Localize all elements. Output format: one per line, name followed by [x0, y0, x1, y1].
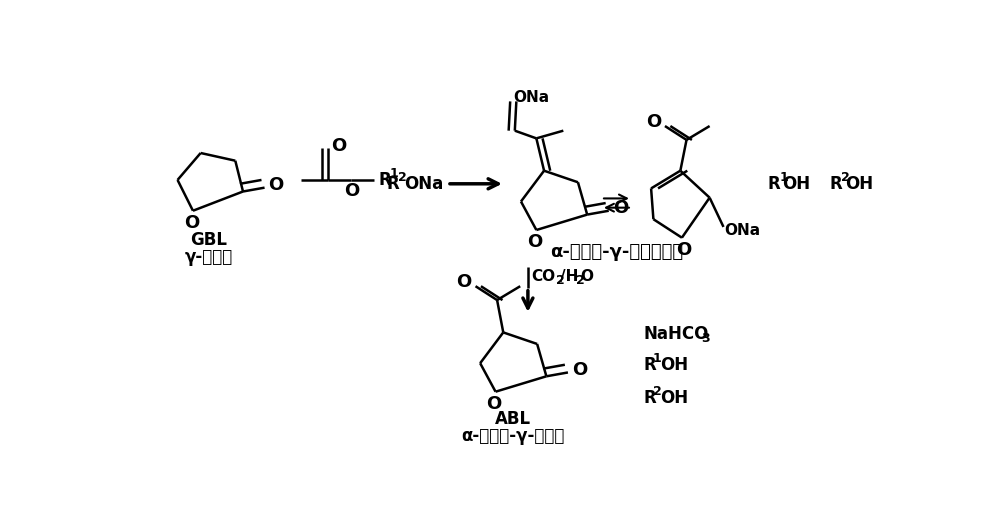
- Text: R: R: [643, 389, 656, 407]
- Text: R: R: [387, 175, 400, 193]
- Text: 2: 2: [556, 274, 564, 287]
- Text: 3: 3: [701, 332, 710, 345]
- Text: OH: OH: [782, 175, 810, 193]
- Text: ONa: ONa: [404, 175, 444, 193]
- Text: O: O: [572, 361, 587, 379]
- Text: O: O: [646, 113, 661, 131]
- Text: 2: 2: [576, 274, 584, 287]
- Text: R: R: [643, 356, 656, 374]
- Text: γ-丁内酯: γ-丁内酯: [184, 248, 232, 266]
- Text: R: R: [768, 175, 781, 193]
- Text: O: O: [486, 395, 502, 413]
- Text: O: O: [184, 214, 199, 232]
- Text: NaHCO: NaHCO: [643, 325, 709, 343]
- Text: O: O: [580, 269, 593, 284]
- Text: O: O: [268, 176, 284, 194]
- Text: O: O: [344, 182, 359, 200]
- Text: 1: 1: [653, 352, 661, 365]
- Text: 2: 2: [653, 385, 661, 398]
- Text: ONa: ONa: [514, 90, 550, 105]
- Text: α-乙酰基-γ-丁内酯: α-乙酰基-γ-丁内酯: [461, 427, 564, 445]
- Text: ONa: ONa: [725, 223, 761, 238]
- Text: O: O: [456, 273, 472, 291]
- Text: O: O: [331, 137, 346, 155]
- Text: O: O: [613, 199, 628, 218]
- Text: 2: 2: [398, 171, 407, 184]
- Text: α-乙酰基-γ-丁内酯钠盐: α-乙酰基-γ-丁内酯钠盐: [550, 242, 683, 261]
- Text: OH: OH: [660, 356, 688, 374]
- Text: /H: /H: [560, 269, 579, 284]
- Text: 1: 1: [390, 167, 398, 180]
- Text: 1: 1: [779, 171, 788, 184]
- Text: O: O: [527, 233, 542, 251]
- Text: ABL: ABL: [494, 411, 531, 428]
- Text: R: R: [830, 175, 842, 193]
- Text: OH: OH: [660, 389, 688, 407]
- Text: OH: OH: [845, 175, 873, 193]
- Text: CO: CO: [532, 269, 556, 284]
- Text: 2: 2: [841, 171, 850, 184]
- Text: GBL: GBL: [190, 231, 227, 249]
- Text: R: R: [378, 171, 391, 189]
- Text: O: O: [676, 241, 691, 259]
